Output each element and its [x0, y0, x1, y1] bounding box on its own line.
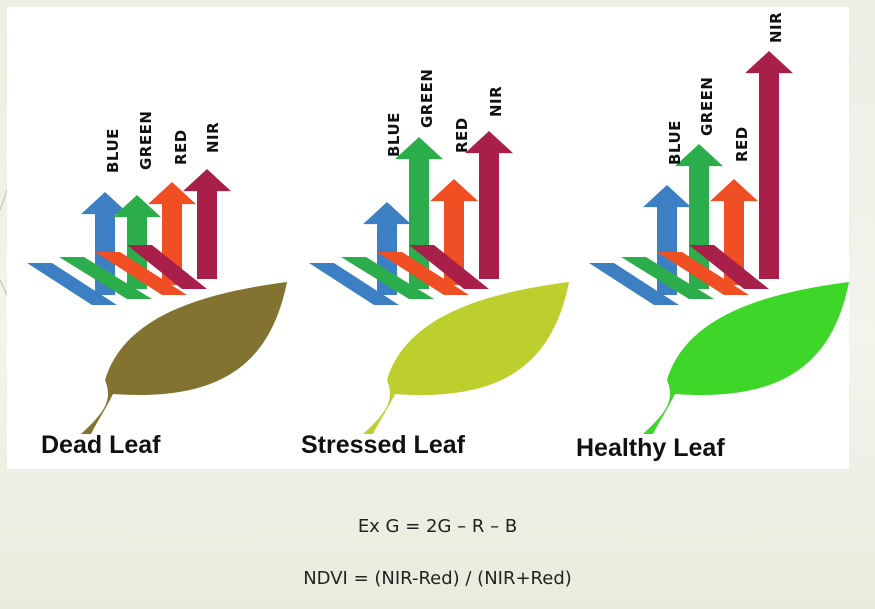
healthy-leaf-shape	[643, 282, 849, 434]
stressed-red-arrow-head	[430, 179, 478, 202]
healthy-nir-label: NIR	[767, 11, 785, 43]
dead-blue-arrow-head	[81, 192, 129, 215]
dead-nir-arrow-shaft	[197, 187, 217, 279]
dead-blue-arrow-ray	[27, 263, 117, 305]
healthy-green-arrow-head	[675, 144, 723, 167]
healthy-nir-arrow-shaft	[759, 69, 779, 279]
healthy-blue-arrow-head	[643, 185, 691, 208]
stressed-nir-arrow-shaft	[479, 149, 499, 279]
healthy-nir-arrow-ray	[689, 245, 769, 289]
dead-leaf-shape	[81, 282, 287, 434]
stressed-blue-arrow-head	[363, 202, 411, 225]
stressed-nir-label: NIR	[487, 85, 505, 117]
dead-green-arrow-head	[113, 195, 161, 218]
dead-green-label: GREEN	[137, 110, 155, 170]
stressed-blue-arrow-ray	[309, 263, 399, 305]
dead-red-arrow-head	[148, 182, 196, 205]
dead-nir-arrow-ray	[127, 245, 207, 289]
healthy-blue-arrow-ray	[589, 263, 679, 305]
exg-formula: Ex G = 2G – R – B	[357, 516, 518, 537]
stressed-green-arrow-head	[395, 137, 443, 160]
reflectance-diagram	[27, 51, 849, 434]
stressed-green-label: GREEN	[418, 68, 436, 128]
ndvi-formula: NDVI = (NIR-Red) / (NIR+Red)	[303, 568, 572, 589]
healthy-blue-label: BLUE	[666, 120, 684, 165]
caption-healthy-leaf: Healthy Leaf	[576, 434, 725, 462]
healthy-green-arrow-shaft	[689, 162, 709, 289]
dead-red-label: RED	[172, 129, 190, 165]
stressed-leaf-shape	[363, 282, 569, 434]
healthy-green-label: GREEN	[698, 76, 716, 136]
stressed-nir-arrow-head	[465, 131, 513, 154]
healthy-nir-arrow-head	[745, 51, 793, 74]
dead-blue-label: BLUE	[104, 128, 122, 173]
dead-nir-arrow-head	[183, 169, 231, 192]
caption-dead-leaf: Dead Leaf	[41, 431, 161, 459]
healthy-red-label: RED	[733, 126, 751, 162]
stressed-red-label: RED	[453, 117, 471, 153]
stressed-nir-arrow-ray	[409, 245, 489, 289]
dead-nir-label: NIR	[204, 121, 222, 153]
stressed-blue-label: BLUE	[385, 112, 403, 157]
reflectance-diagram-panel: Dead Leaf Stressed Leaf Healthy Leaf BLU…	[7, 7, 849, 469]
caption-stressed-leaf: Stressed Leaf	[301, 431, 465, 459]
healthy-red-arrow-head	[710, 179, 758, 202]
